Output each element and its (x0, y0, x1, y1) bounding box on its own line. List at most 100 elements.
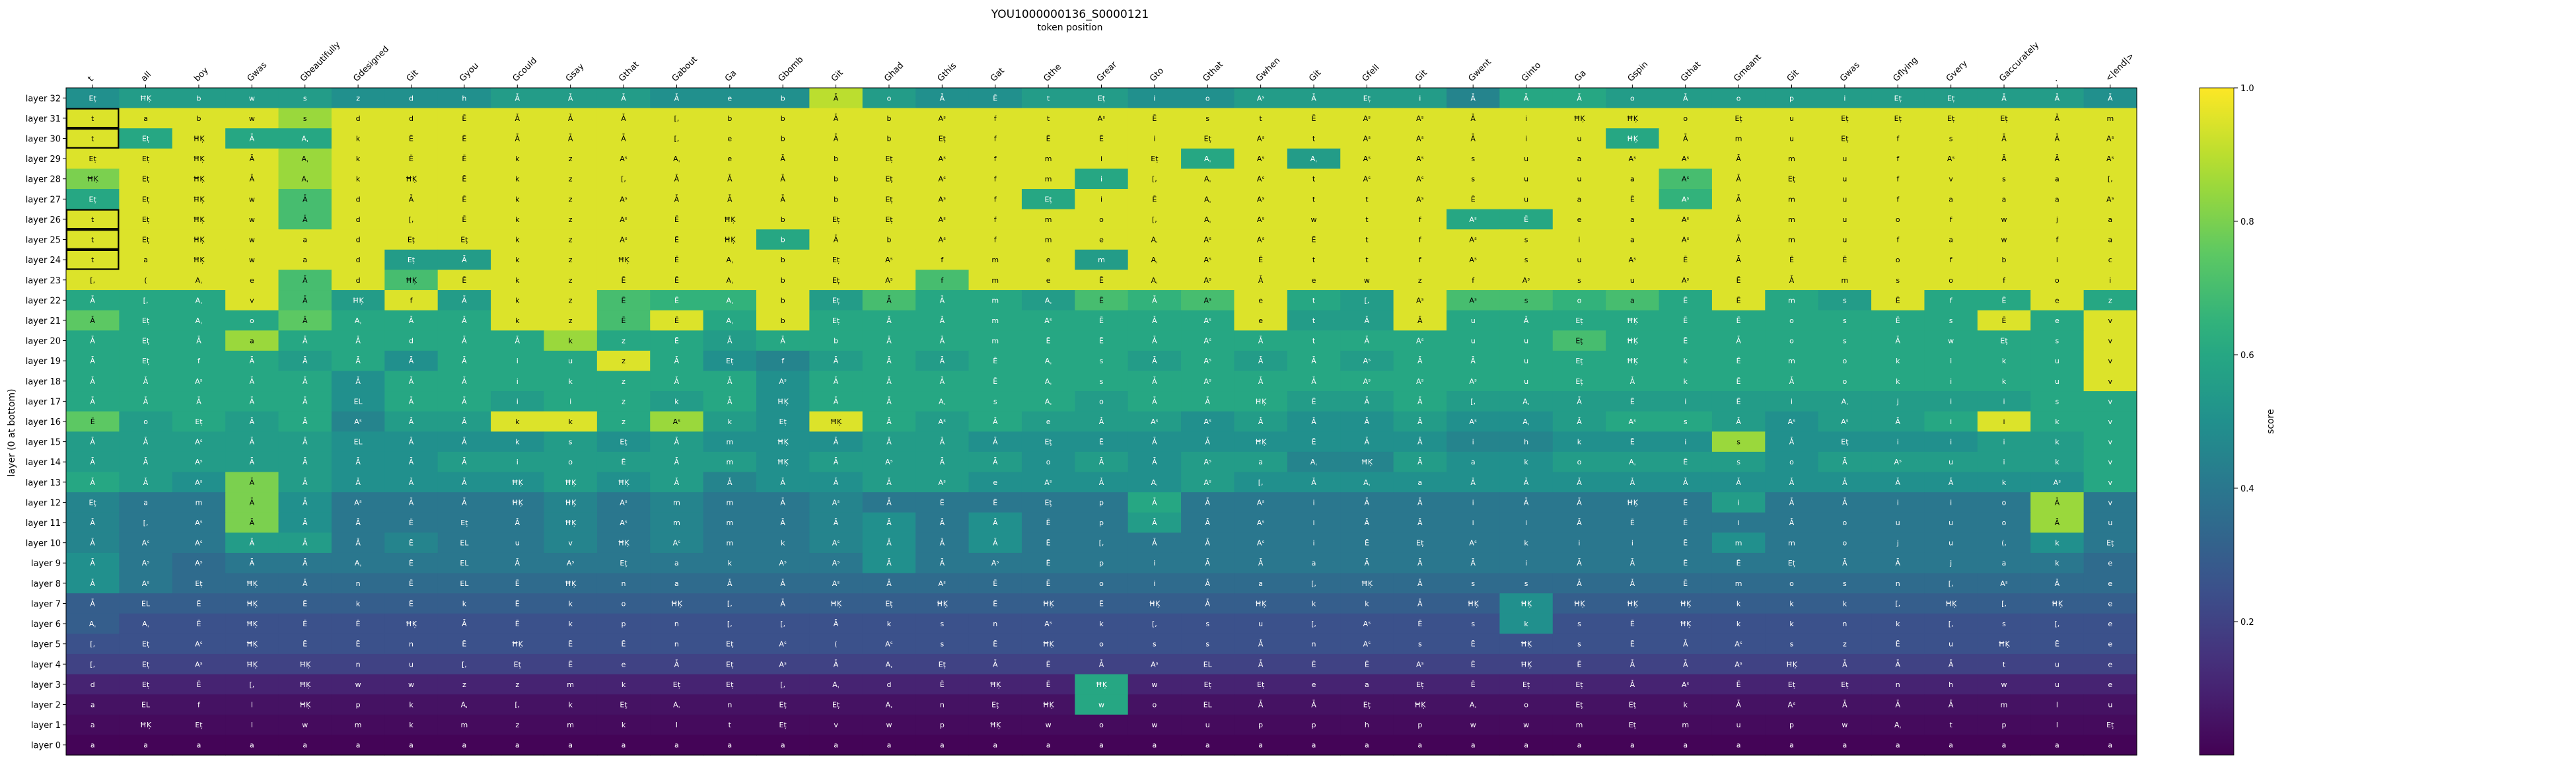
heatmap-cell (650, 593, 704, 614)
cell-label: Ǡ (1789, 377, 1795, 386)
cell-label: Aˌ (1204, 195, 1211, 203)
cell-label: f (994, 114, 997, 123)
heatmap-cell (1127, 634, 1182, 655)
cell-label: k (2055, 418, 2059, 426)
cell-label: ( (144, 276, 147, 285)
heatmap-cell (225, 472, 279, 493)
cell-label: Aˌ (196, 316, 203, 325)
heatmap-cell (596, 431, 651, 453)
heatmap-cell (1924, 593, 1978, 614)
heatmap-cell (1871, 148, 1925, 170)
heatmap-cell (915, 391, 970, 412)
heatmap-cell (278, 431, 332, 453)
heatmap-cell (862, 573, 916, 594)
heatmap-cell (1711, 735, 1766, 756)
heatmap-cell (2030, 88, 2085, 109)
cell-label: j (1949, 559, 1952, 567)
heatmap-cell (1234, 735, 1288, 756)
heatmap-cell (1447, 431, 1500, 453)
y-tick-label: layer 4 (31, 660, 61, 670)
heatmap-cell (66, 148, 120, 170)
cell-label: Ǡ (1417, 437, 1423, 447)
cell-label: o (1099, 215, 1104, 224)
heatmap-cell (1818, 694, 1872, 715)
cell-label: Ē (462, 135, 466, 143)
heatmap-cell (1393, 634, 1447, 655)
heatmap-cell (756, 270, 810, 291)
heatmap-cell (1234, 128, 1288, 149)
cell-label: Ǡ (1365, 316, 1370, 325)
heatmap-cell (119, 88, 173, 109)
cell-label: u (1736, 721, 1741, 729)
heatmap-cell (331, 451, 385, 473)
heatmap-cell (1711, 593, 1766, 614)
heatmap-cell (1552, 653, 1606, 675)
heatmap-cell (1287, 290, 1341, 311)
cell-label: z (515, 721, 519, 729)
heatmap-cell (331, 532, 385, 554)
cell-label: v (2108, 397, 2113, 406)
cell-label: a (2108, 741, 2112, 750)
heatmap-cell (862, 229, 916, 250)
cell-label: Ǡ (674, 356, 680, 365)
cell-label: Ǡ (303, 377, 308, 386)
heatmap-cell (1127, 593, 1182, 614)
cell-label: Aˢ (832, 559, 840, 567)
heatmap-cell (491, 532, 545, 554)
heatmap-cell (119, 168, 173, 190)
cell-label: Ǡ (1736, 417, 1741, 426)
heatmap-cell (862, 330, 916, 351)
heatmap-cell (1765, 249, 1819, 271)
heatmap-cell (650, 512, 704, 533)
heatmap-cell (1499, 189, 1554, 210)
cell-label: k (409, 721, 413, 729)
cell-label: Ē (1683, 337, 1688, 345)
cell-label: f (994, 195, 997, 203)
cell-label: u (1471, 337, 1476, 345)
cell-label: ĦĶ (2052, 599, 2063, 608)
heatmap-cell (119, 128, 173, 149)
cell-label: Ǡ (1152, 457, 1157, 466)
cell-label: s (1577, 276, 1581, 285)
cell-label: Ē (1736, 680, 1741, 689)
cell-label: Aˢ (1257, 175, 1265, 184)
heatmap-cell (1075, 634, 1129, 655)
heatmap-cell (756, 674, 810, 695)
cell-label: Eț (142, 660, 150, 669)
y-tick-label: layer 26 (26, 215, 61, 225)
cell-label: Ǡ (90, 518, 95, 527)
heatmap-cell (2030, 735, 2085, 756)
cell-label: ĦĶ (724, 215, 736, 224)
cell-label: s (993, 397, 997, 406)
cell-label: Ǡ (90, 295, 95, 305)
heatmap-cell (703, 451, 757, 473)
cell-label: d (356, 215, 361, 224)
cell-label: b (781, 296, 785, 305)
heatmap-cell (1977, 350, 2031, 372)
heatmap-cell (1021, 653, 1075, 675)
cell-label: o (622, 599, 626, 608)
heatmap-cell (703, 229, 757, 250)
heatmap-cell (1924, 310, 1978, 331)
x-tick-label: Gwent (1466, 57, 1493, 83)
heatmap-cell (1765, 310, 1819, 331)
cell-label: e (727, 135, 732, 143)
heatmap-cell (1711, 88, 1766, 109)
cell-label: a (674, 579, 679, 588)
heatmap-cell (1075, 229, 1129, 250)
cell-label: Aˢ (1629, 155, 1637, 163)
heatmap-cell (596, 108, 651, 129)
cell-label: b (196, 94, 201, 102)
cell-label: Ē (90, 418, 95, 426)
cell-label: k (1896, 357, 1900, 365)
heatmap-cell (1606, 714, 1660, 735)
heatmap-cell (1181, 451, 1235, 473)
heatmap-cell (1021, 128, 1075, 149)
heatmap-cell (1127, 270, 1182, 291)
heatmap-cell (1234, 431, 1288, 453)
heatmap-cell (1606, 249, 1660, 271)
heatmap-cell (1287, 735, 1341, 756)
heatmap-cell (225, 735, 279, 756)
heatmap-cell (384, 148, 439, 170)
cell-label: Ǡ (409, 356, 414, 365)
